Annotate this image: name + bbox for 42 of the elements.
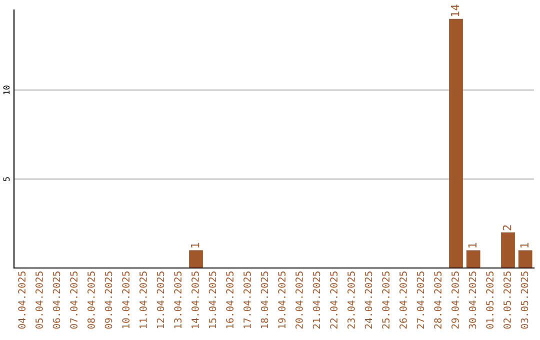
y-tick-label: 10 [3,86,10,94]
data-label: 14 [450,4,460,16]
x-tick-label: 19.04.2025 [278,272,286,328]
x-tick-label: 28.04.2025 [434,272,442,329]
bar [466,250,480,268]
x-tick-label: 21.04.2025 [312,272,320,329]
x-tick-label: 09.04.2025 [104,272,112,329]
x-tick-label: 13.04.2025 [174,272,182,328]
bar [189,250,203,268]
x-tick-label: 12.04.2025 [156,272,164,328]
x-tick-label: 24.04.2025 [364,272,372,329]
x-tick-label: 27.04.2025 [416,272,424,329]
x-tick-label: 08.04.2025 [87,272,95,329]
x-tick-label: 04.04.2025 [18,272,26,329]
x-tick-label: 18.04.2025 [260,272,268,328]
data-label: 1 [520,242,528,248]
x-tick-label: 05.04.2025 [35,272,43,329]
x-tick-label: 07.04.2025 [70,272,78,329]
data-label: 1 [190,242,200,248]
x-tick-label: 03.05.2025 [520,272,528,329]
x-tick-label: 17.04.2025 [243,272,251,328]
x-tick-label: 22.04.2025 [330,272,338,329]
data-label: 1 [468,242,476,248]
x-tick-label: 29.04.2025 [451,272,459,329]
x-tick-label: 06.04.2025 [52,272,60,329]
x-tick-label: 20.04.2025 [295,272,303,329]
x-tick-label: 01.05.2025 [486,272,494,329]
x-tick-label: 11.04.2025 [139,272,147,328]
x-tick-label: 14.04.2025 [191,272,199,328]
x-tick-label: 25.04.2025 [382,272,390,329]
bar [518,250,532,268]
x-tick-label: 30.04.2025 [468,272,476,329]
x-tick-label: 02.05.2025 [503,272,511,329]
y-tick-label: 5 [3,177,10,181]
bar [449,18,463,268]
x-tick-label: 26.04.2025 [399,272,407,329]
x-tick-label: 23.04.2025 [347,272,355,329]
x-tick-label: 16.04.2025 [226,272,234,328]
bar [501,232,515,268]
x-tick-label: 10.04.2025 [122,272,130,328]
x-tick-label: 15.04.2025 [208,272,216,328]
data-label: 2 [502,225,512,230]
